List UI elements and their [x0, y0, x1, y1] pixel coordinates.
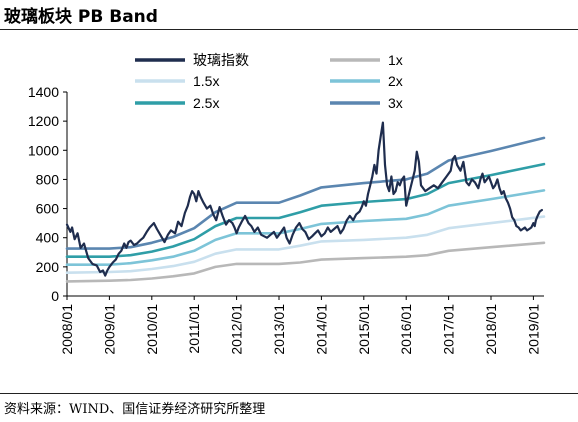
legend-label-1.5x: 1.5x	[193, 73, 219, 89]
x-tick-label: 2008/01	[59, 304, 75, 355]
legend: 玻璃指数 1x 1.5x 2x 2.5x 3x	[135, 52, 403, 111]
x-tick-label: 2016/01	[398, 304, 414, 355]
series-line-3x	[65, 136, 546, 250]
title-rule	[0, 29, 578, 30]
x-tick-label: 2013/01	[271, 304, 287, 355]
x-tick-label: 2010/01	[144, 304, 160, 355]
x-tick-label: 2019/01	[525, 304, 541, 355]
series-line-1x	[65, 241, 546, 283]
y-tick-label: 600	[36, 201, 60, 217]
y-tick-label: 1200	[28, 113, 59, 129]
x-tick-label: 2012/01	[229, 304, 245, 355]
legend-label-1x: 1x	[388, 52, 403, 68]
legend-label-index: 玻璃指数	[193, 52, 249, 68]
y-tick-label: 1400	[28, 84, 59, 100]
series-line-1.5x	[65, 215, 546, 274]
x-tick-label: 2011/01	[186, 304, 202, 354]
legend-label-3x: 3x	[388, 95, 403, 111]
x-tick-label: 2015/01	[356, 304, 372, 355]
series-layer	[65, 121, 546, 283]
x-tick-label: 2014/01	[313, 304, 329, 355]
source-rule	[0, 393, 578, 394]
y-tick-label: 0	[51, 288, 59, 304]
y-tick-label: 400	[36, 230, 60, 246]
y-tick-label: 800	[36, 171, 60, 187]
series-line-2.5x	[65, 162, 546, 258]
source-note: 资料来源：WIND、国信证券经济研究所整理	[4, 402, 266, 417]
y-tick-label: 1000	[28, 142, 59, 158]
x-tick-label: 2017/01	[441, 304, 457, 355]
legend-label-2.5x: 2.5x	[193, 95, 219, 111]
y-tick-label: 200	[36, 259, 60, 275]
x-tick-label: 2018/01	[483, 304, 499, 355]
x-tick-label: 2009/01	[101, 304, 117, 355]
axes: 0 200 400 600 800 1000 1200 1400 2008/01 2009/01 2…	[28, 84, 544, 355]
chart-title: 玻璃板块 PB Band	[4, 7, 158, 27]
legend-label-2x: 2x	[388, 73, 403, 89]
series-line-index	[65, 121, 543, 277]
